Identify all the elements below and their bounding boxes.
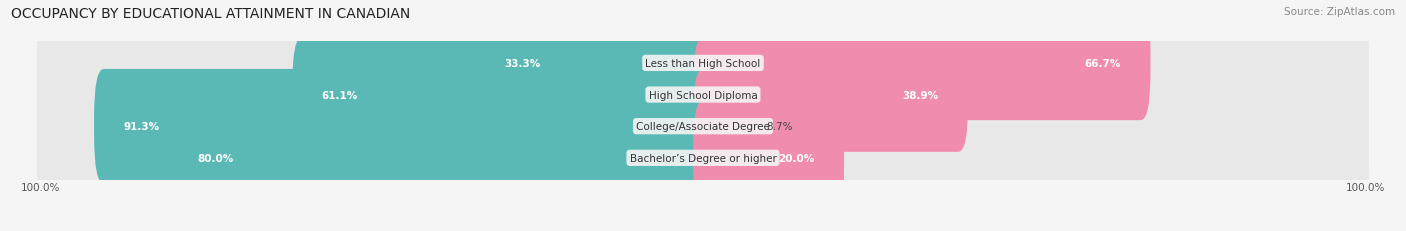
FancyBboxPatch shape: [169, 101, 713, 215]
Text: 8.7%: 8.7%: [766, 122, 793, 132]
FancyBboxPatch shape: [94, 70, 713, 184]
Text: Source: ZipAtlas.com: Source: ZipAtlas.com: [1284, 7, 1395, 17]
FancyBboxPatch shape: [693, 70, 770, 184]
FancyBboxPatch shape: [292, 38, 713, 152]
Text: 33.3%: 33.3%: [505, 59, 540, 69]
FancyBboxPatch shape: [37, 101, 1369, 215]
Text: Bachelor’s Degree or higher: Bachelor’s Degree or higher: [630, 153, 776, 163]
FancyBboxPatch shape: [693, 38, 969, 152]
Text: High School Diploma: High School Diploma: [648, 90, 758, 100]
Text: 100.0%: 100.0%: [21, 182, 60, 192]
Text: 20.0%: 20.0%: [779, 153, 814, 163]
FancyBboxPatch shape: [37, 70, 1369, 184]
Text: 80.0%: 80.0%: [198, 153, 233, 163]
Text: 38.9%: 38.9%: [903, 90, 939, 100]
Text: 100.0%: 100.0%: [1346, 182, 1385, 192]
Text: OCCUPANCY BY EDUCATIONAL ATTAINMENT IN CANADIAN: OCCUPANCY BY EDUCATIONAL ATTAINMENT IN C…: [11, 7, 411, 21]
Text: 61.1%: 61.1%: [322, 90, 359, 100]
FancyBboxPatch shape: [37, 38, 1369, 152]
Text: 91.3%: 91.3%: [124, 122, 160, 132]
FancyBboxPatch shape: [693, 7, 1150, 121]
Text: Less than High School: Less than High School: [645, 59, 761, 69]
FancyBboxPatch shape: [693, 101, 844, 215]
Text: 66.7%: 66.7%: [1084, 59, 1121, 69]
Text: College/Associate Degree: College/Associate Degree: [636, 122, 770, 132]
FancyBboxPatch shape: [37, 7, 1369, 121]
FancyBboxPatch shape: [475, 7, 713, 121]
